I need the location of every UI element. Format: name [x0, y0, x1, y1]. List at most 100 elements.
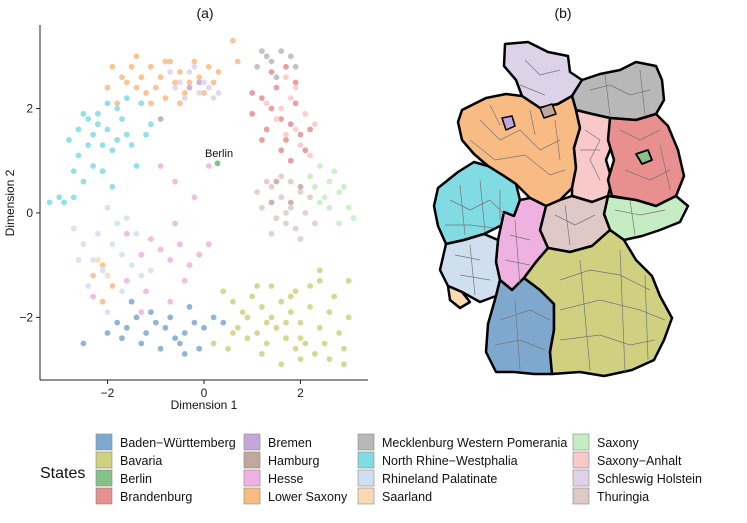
legend-label: Saxony−Anhalt — [597, 454, 682, 468]
point-lower-saxony — [90, 272, 96, 279]
legend-swatch — [357, 433, 375, 451]
point-lower-saxony — [119, 74, 125, 81]
point-saxony-anhalt — [292, 84, 299, 91]
point-bavaria — [273, 324, 280, 331]
point-mecklenburg-western-pomerania — [287, 53, 294, 60]
point-lower-saxony — [143, 90, 150, 96]
point-lower-saxony — [230, 37, 236, 44]
point-saxony — [345, 204, 352, 211]
point-baden-w-rttemberg — [114, 319, 121, 326]
x-tick-label: 0 — [201, 386, 208, 400]
point-baden-w-rttemberg — [157, 345, 164, 352]
point-north-rhine-westphalia — [143, 131, 150, 138]
point-thuringia — [263, 178, 270, 185]
point-bavaria — [220, 288, 227, 295]
point-saxony — [307, 173, 313, 180]
axis-ticks: −2 0 2 −2 0 2 — [19, 102, 304, 400]
legend-label: Mecklenburg Western Pomerania — [382, 436, 567, 450]
legend: States Baden−Württemberg Bavaria Berlin Bra… — [40, 433, 702, 505]
point-mecklenburg-western-pomerania — [254, 63, 260, 70]
point-saxony-anhalt — [297, 142, 304, 149]
scatter-plot: −2 0 2 −2 0 2 Berlin Dimension 1 Dimension 2 — [3, 25, 368, 412]
point-north-rhine-westphalia — [75, 152, 82, 159]
point-hesse — [138, 251, 145, 258]
legend-swatch — [572, 487, 590, 505]
point-hesse — [90, 293, 96, 300]
map-hamburg — [539, 103, 557, 119]
legend-swatch — [357, 487, 375, 505]
point-north-rhine-westphalia — [128, 142, 135, 149]
legend-swatch — [243, 433, 261, 451]
point-bavaria — [230, 298, 236, 305]
point-bavaria — [302, 340, 309, 347]
point-bavaria — [210, 340, 217, 347]
point-thuringia — [297, 236, 304, 242]
point-saxony — [341, 183, 347, 190]
legend-swatch — [572, 469, 590, 487]
point-lower-saxony — [215, 69, 222, 75]
point-rhineland-palatinate — [148, 267, 154, 274]
point-saxony-anhalt — [283, 74, 289, 81]
legend-swatch — [95, 487, 113, 505]
point-baden-w-rttemberg — [220, 319, 227, 326]
point-brandenburg — [297, 131, 304, 138]
point-north-rhine-westphalia — [114, 105, 121, 112]
point-bavaria — [287, 309, 294, 315]
point-north-rhine-westphalia — [90, 163, 96, 169]
point-baden-w-rttemberg — [191, 319, 198, 326]
point-hamburg — [297, 183, 304, 190]
point-north-rhine-westphalia — [66, 137, 72, 143]
point-mecklenburg-western-pomerania — [268, 58, 275, 65]
point-hesse — [167, 257, 174, 263]
point-bavaria — [312, 351, 318, 357]
point-north-rhine-westphalia — [114, 137, 121, 143]
point-north-rhine-westphalia — [133, 163, 140, 169]
point-bavaria — [278, 361, 285, 368]
point-berlin — [214, 160, 221, 167]
point-brandenburg — [287, 157, 294, 164]
point-brandenburg — [259, 95, 265, 101]
map-bremen — [501, 115, 516, 131]
point-north-rhine-westphalia — [99, 142, 106, 149]
point-rhineland-palatinate — [95, 230, 101, 237]
point-north-rhine-westphalia — [80, 178, 87, 185]
point-saxony — [336, 220, 342, 227]
point-saxony — [321, 194, 328, 201]
point-lower-saxony — [109, 283, 116, 289]
point-lower-saxony — [201, 90, 207, 96]
point-schleswig-holstein — [177, 79, 183, 86]
scatter-points — [46, 37, 357, 368]
point-bavaria — [259, 304, 265, 310]
point-hesse — [205, 241, 212, 248]
point-rhineland-palatinate — [138, 272, 145, 279]
point-hesse — [172, 220, 179, 227]
point-bavaria — [292, 288, 299, 295]
point-lower-saxony — [109, 63, 116, 70]
point-lower-saxony — [162, 58, 169, 65]
point-schleswig-holstein — [167, 69, 174, 75]
point-baden-w-rttemberg — [148, 309, 154, 315]
point-thuringia — [307, 194, 313, 201]
point-rhineland-palatinate — [128, 262, 135, 268]
point-brandenburg — [302, 147, 309, 154]
point-baden-w-rttemberg — [152, 319, 159, 326]
point-schleswig-holstein — [201, 79, 207, 86]
point-hesse — [196, 251, 203, 258]
point-bavaria — [234, 324, 241, 331]
x-tick-label: −2 — [101, 386, 115, 400]
point-baden-w-rttemberg — [123, 324, 130, 331]
point-baden-w-rttemberg — [181, 330, 188, 336]
point-north-rhine-westphalia — [104, 100, 111, 107]
point-saarland — [95, 257, 101, 263]
point-bavaria — [297, 335, 304, 342]
point-rhineland-palatinate — [123, 215, 130, 222]
point-hesse — [205, 163, 212, 169]
point-bavaria — [341, 345, 347, 352]
point-north-rhine-westphalia — [95, 110, 101, 117]
point-lower-saxony — [157, 74, 164, 81]
point-bavaria — [283, 335, 289, 342]
point-north-rhine-westphalia — [85, 116, 92, 122]
point-thuringia — [283, 220, 289, 227]
legend-swatch — [243, 487, 261, 505]
berlin-annotation: Berlin — [205, 148, 233, 160]
